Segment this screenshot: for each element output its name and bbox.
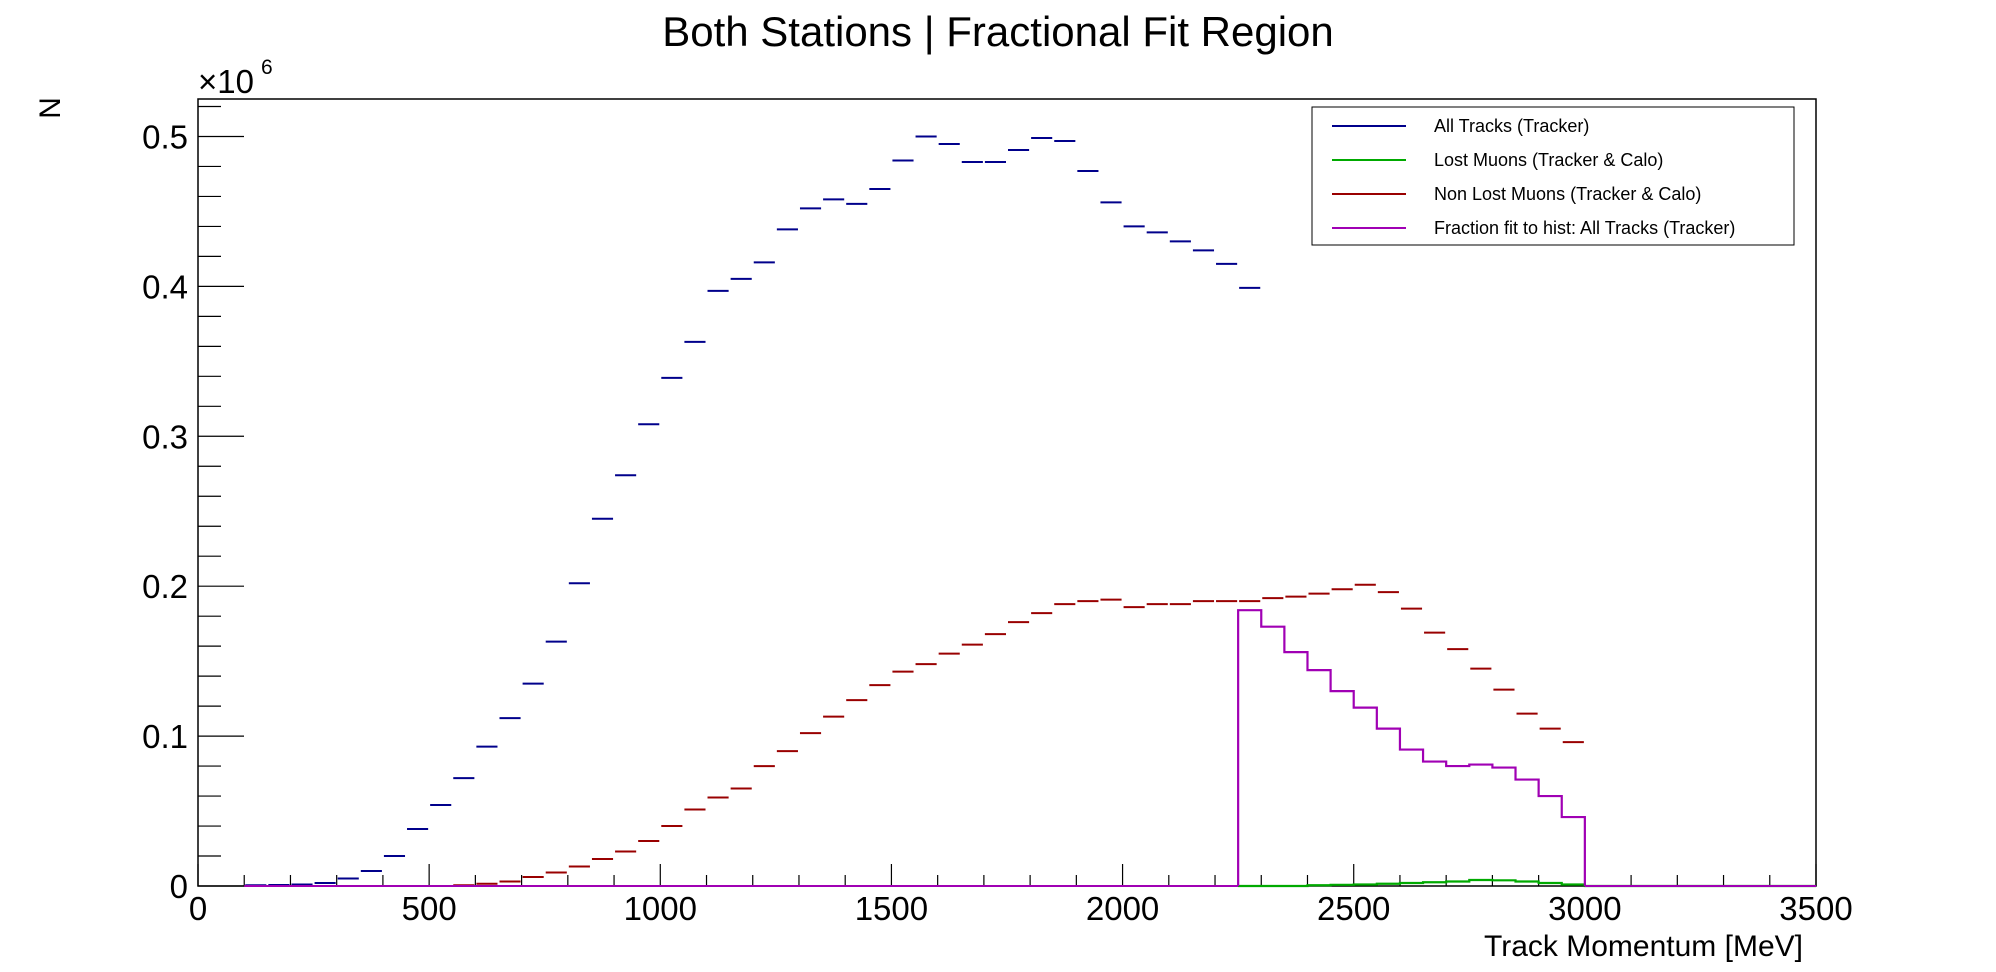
- x-tick-label: 1000: [624, 890, 697, 927]
- y-multiplier-base: ×10: [198, 63, 254, 100]
- y-tick-label: 0.5: [142, 118, 188, 155]
- legend-entries: All Tracks (Tracker) Lost Muons (Tracker …: [1332, 116, 1735, 238]
- legend-entry: Fraction fit to hist: All Tracks (Tracke…: [1332, 218, 1735, 238]
- legend: All Tracks (Tracker) Lost Muons (Tracker …: [1311, 106, 1795, 246]
- x-tick-label: 0: [189, 890, 207, 927]
- x-tick-label: 2000: [1086, 890, 1159, 927]
- legend-label: Non Lost Muons (Tracker & Calo): [1434, 184, 1701, 204]
- y-tick-label: 0: [170, 868, 188, 905]
- y-axis-ticks: [198, 105, 244, 887]
- x-tick-label: 3500: [1779, 890, 1852, 927]
- series-layer: [244, 135, 1816, 888]
- series-line: [1237, 609, 1586, 886]
- series-0: [245, 135, 1261, 887]
- y-tick-label: 0.1: [142, 718, 188, 755]
- legend-box: [1311, 106, 1795, 246]
- x-tick-label: 3000: [1548, 890, 1621, 927]
- legend-entry: All Tracks (Tracker): [1332, 116, 1589, 136]
- series-2: [430, 583, 1584, 887]
- legend-label: Fraction fit to hist: All Tracks (Tracke…: [1434, 218, 1735, 238]
- chart-title: Both Stations | Fractional Fit Region: [662, 8, 1334, 55]
- y-tick-label: 0.2: [142, 568, 188, 605]
- y-tick-label: 0.4: [142, 268, 188, 305]
- x-tick-label: 500: [402, 890, 457, 927]
- legend-label: Lost Muons (Tracker & Calo): [1434, 150, 1663, 170]
- legend-entry: Non Lost Muons (Tracker & Calo): [1332, 184, 1701, 204]
- x-tick-label: 2500: [1317, 890, 1390, 927]
- y-multiplier-exponent: 6: [261, 56, 273, 79]
- legend-label: All Tracks (Tracker): [1434, 116, 1589, 136]
- x-axis-label: Track Momentum [MeV]: [1484, 930, 1803, 963]
- x-axis-ticks: [197, 864, 1817, 886]
- x-axis-tick-labels: 0 500 1000 1500 2000 2500 3000 3500: [189, 890, 1853, 927]
- x-tick-label: 1500: [855, 890, 928, 927]
- y-axis-tick-labels: 0 0.1 0.2 0.3 0.4 0.5: [142, 118, 188, 905]
- y-axis-multiplier: ×10 6: [198, 56, 273, 100]
- legend-entry: Lost Muons (Tracker & Calo): [1332, 150, 1663, 170]
- series-3: [1237, 609, 1586, 886]
- y-axis-label: N: [34, 97, 67, 119]
- y-tick-label: 0.3: [142, 418, 188, 455]
